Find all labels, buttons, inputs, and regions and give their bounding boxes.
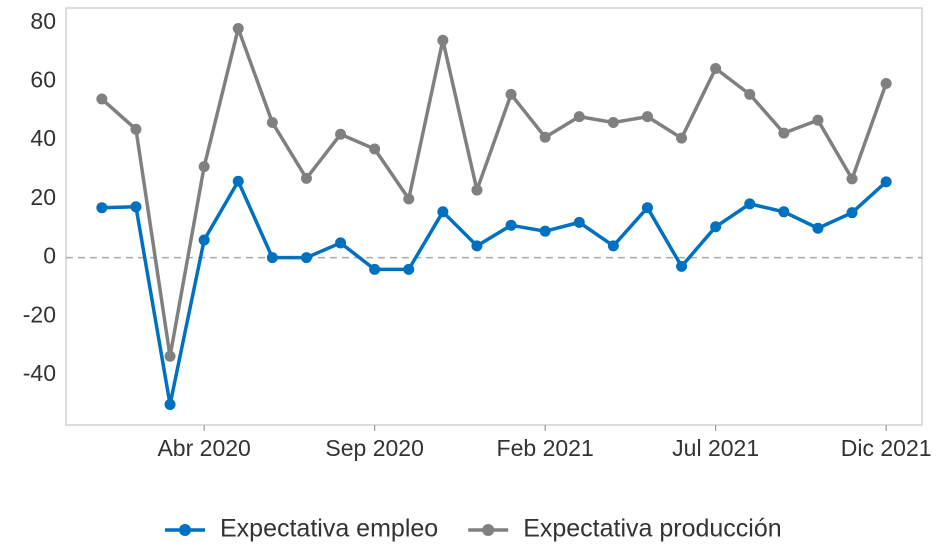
point bbox=[710, 221, 722, 233]
point bbox=[846, 173, 858, 185]
y-tick-label: 40 bbox=[30, 125, 56, 151]
point bbox=[369, 263, 381, 275]
point bbox=[232, 175, 244, 187]
point bbox=[505, 219, 517, 231]
point bbox=[266, 117, 278, 129]
legend-label: Expectativa empleo bbox=[220, 515, 438, 543]
point bbox=[300, 252, 312, 264]
point bbox=[880, 176, 892, 188]
point bbox=[573, 111, 585, 123]
point bbox=[403, 193, 415, 205]
point bbox=[505, 88, 517, 100]
y-tick-label: 0 bbox=[43, 243, 56, 269]
point bbox=[96, 202, 108, 214]
legend-label: Expectativa producción bbox=[523, 515, 781, 543]
y-tick-label: 60 bbox=[30, 66, 56, 92]
y-tick-label: 20 bbox=[30, 184, 56, 210]
legend-marker bbox=[179, 524, 191, 536]
point bbox=[744, 88, 756, 100]
point bbox=[641, 202, 653, 214]
y-tick-label: -40 bbox=[23, 360, 56, 386]
point bbox=[164, 398, 176, 410]
series-line bbox=[100, 26, 888, 359]
x-tick-label: Abr 2020 bbox=[157, 435, 250, 461]
point bbox=[812, 114, 824, 126]
point bbox=[96, 93, 108, 105]
point bbox=[198, 161, 210, 173]
y-tick-label: 80 bbox=[30, 8, 56, 34]
point bbox=[710, 62, 722, 74]
series-line bbox=[101, 179, 888, 407]
point bbox=[607, 240, 619, 252]
point bbox=[300, 172, 312, 184]
x-tick-label: Feb 2021 bbox=[497, 435, 594, 461]
point bbox=[437, 34, 449, 46]
point bbox=[335, 128, 347, 140]
x-tick-label: Dic 2021 bbox=[841, 435, 932, 461]
point bbox=[471, 184, 483, 196]
point bbox=[539, 131, 551, 143]
point bbox=[539, 225, 551, 237]
point bbox=[198, 234, 210, 246]
point bbox=[778, 206, 790, 218]
point bbox=[641, 111, 653, 123]
plot-frame bbox=[65, 7, 923, 426]
point bbox=[778, 127, 790, 139]
legend-marker bbox=[482, 524, 495, 536]
point bbox=[164, 350, 176, 362]
point bbox=[573, 216, 585, 228]
y-tick-label: -20 bbox=[23, 301, 56, 327]
point bbox=[471, 240, 483, 252]
point bbox=[812, 222, 824, 234]
point bbox=[437, 206, 449, 218]
point bbox=[130, 123, 142, 135]
point bbox=[846, 207, 858, 219]
point bbox=[369, 143, 381, 155]
point bbox=[232, 23, 244, 35]
point bbox=[607, 117, 619, 129]
x-tick-label: Sep 2020 bbox=[325, 435, 423, 461]
point bbox=[676, 132, 688, 144]
point bbox=[335, 237, 347, 249]
point bbox=[744, 198, 756, 210]
point bbox=[403, 263, 415, 275]
point bbox=[676, 260, 688, 272]
point bbox=[266, 252, 278, 264]
point bbox=[130, 201, 142, 213]
x-tick-label: Jul 2021 bbox=[672, 435, 759, 461]
point bbox=[880, 77, 892, 89]
